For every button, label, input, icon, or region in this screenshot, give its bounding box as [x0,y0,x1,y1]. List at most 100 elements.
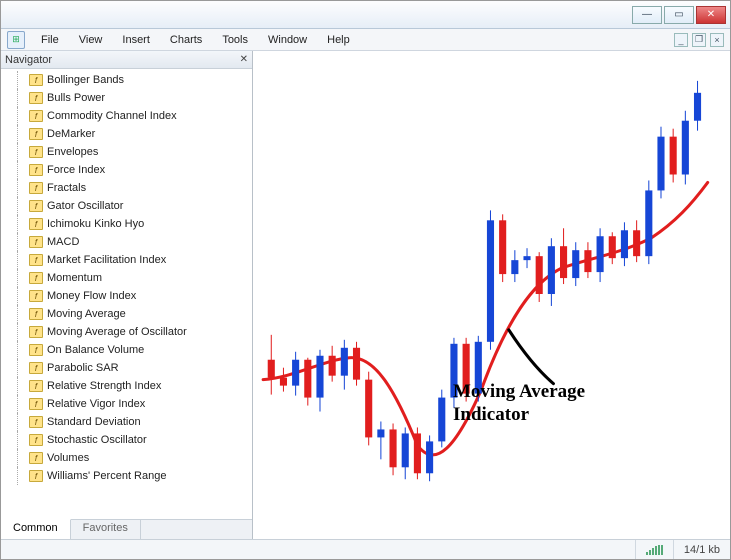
indicator-label: Bulls Power [47,92,105,104]
menu-window[interactable]: Window [258,31,317,49]
indicator-label: On Balance Volume [47,344,144,356]
indicator-item[interactable]: f Parabolic SAR [1,359,252,377]
indicator-item[interactable]: f Moving Average of Oscillator [1,323,252,341]
indicator-icon: f [29,470,43,482]
indicator-label: Market Facilitation Index [47,254,166,266]
indicator-label: Relative Vigor Index [47,398,145,410]
menu-tools[interactable]: Tools [212,31,258,49]
indicator-icon: f [29,290,43,302]
indicator-item[interactable]: f MACD [1,233,252,251]
indicator-icon: f [29,272,43,284]
indicator-icon: f [29,74,43,86]
indicator-label: Williams' Percent Range [47,470,166,482]
app-icon: ⊞ [7,31,25,49]
indicator-label: Force Index [47,164,105,176]
indicator-label: Moving Average [47,308,126,320]
indicator-item[interactable]: f Standard Deviation [1,413,252,431]
indicator-icon: f [29,128,43,140]
indicator-label: MACD [47,236,79,248]
indicator-item[interactable]: f Stochastic Oscillator [1,431,252,449]
indicator-icon: f [29,110,43,122]
indicator-item[interactable]: f Gator Oscillator [1,197,252,215]
navigator-panel: Navigator ✕ fBollinger BandsfBulls Power… [1,51,253,539]
indicator-icon: f [29,182,43,194]
indicator-label: Moving Average of Oscillator [47,326,187,338]
indicator-icon: f [29,452,43,464]
indicator-label: DeMarker [47,128,95,140]
workspace: Navigator ✕ fBollinger BandsfBulls Power… [1,51,730,539]
indicator-item[interactable]: fBulls Power [1,89,252,107]
indicator-icon: f [29,200,43,212]
annotation-line1: Moving Average [453,381,585,404]
navigator-close-icon[interactable]: ✕ [240,54,248,65]
navigator-tabs: Common Favorites [1,519,252,539]
mdi-minimize-button[interactable]: _ [674,33,688,47]
indicator-label: Envelopes [47,146,98,158]
indicator-label: Standard Deviation [47,416,141,428]
indicator-item[interactable]: f On Balance Volume [1,341,252,359]
indicator-icon: f [29,362,43,374]
tab-common[interactable]: Common [1,519,71,539]
chart-area[interactable]: Moving Average Indicator [253,51,730,539]
indicator-item[interactable]: f Relative Vigor Index [1,395,252,413]
candlestick-chart [253,51,730,539]
indicator-item[interactable]: f Volumes [1,449,252,467]
status-kb: 14/1 kb [673,540,730,559]
indicator-label: Ichimoku Kinko Hyo [47,218,144,230]
indicator-label: Fractals [47,182,86,194]
indicator-item[interactable]: f Commodity Channel Index [1,107,252,125]
indicator-item[interactable]: f Market Facilitation Index [1,251,252,269]
indicator-icon: f [29,434,43,446]
connection-bars-icon [635,540,673,559]
navigator-header: Navigator ✕ [1,51,252,69]
indicator-item[interactable]: f Momentum [1,269,252,287]
indicator-item[interactable]: f Moving Average [1,305,252,323]
indicator-item[interactable]: f DeMarker [1,125,252,143]
tab-favorites[interactable]: Favorites [71,519,141,539]
menu-view[interactable]: View [69,31,113,49]
indicator-icon: f [29,254,43,266]
indicator-icon: f [29,398,43,410]
statusbar: 14/1 kb [1,539,730,559]
indicator-icon: f [29,416,43,428]
indicator-icon: f [29,380,43,392]
indicator-item[interactable]: f Williams' Percent Range [1,467,252,485]
mdi-restore-button[interactable]: ❐ [692,33,706,47]
chart-annotation: Moving Average Indicator [453,381,585,427]
indicator-item[interactable]: f Fractals [1,179,252,197]
indicator-icon: f [29,164,43,176]
annotation-line2: Indicator [453,404,585,427]
menu-insert[interactable]: Insert [112,31,160,49]
navigator-list[interactable]: fBollinger BandsfBulls PowerfCommodity C… [1,69,252,519]
mdi-close-button[interactable]: × [710,33,724,47]
indicator-item[interactable]: f Money Flow Index [1,287,252,305]
indicator-label: Bollinger Bands [47,74,124,86]
indicator-label: Momentum [47,272,102,284]
indicator-icon: f [29,218,43,230]
indicator-item[interactable]: f Relative Strength Index [1,377,252,395]
indicator-label: Commodity Channel Index [47,110,177,122]
menu-charts[interactable]: Charts [160,31,212,49]
window-titlebar: — ▭ ✕ [1,1,730,29]
indicator-icon: f [29,344,43,356]
window-minimize-button[interactable]: — [632,6,662,24]
indicator-icon: f [29,236,43,248]
indicator-item[interactable]: f Envelopes [1,143,252,161]
indicator-label: Gator Oscillator [47,200,123,212]
menubar: ⊞ FileViewInsertChartsToolsWindowHelp _ … [1,29,730,51]
window-close-button[interactable]: ✕ [696,6,726,24]
indicator-item[interactable]: f Bollinger Bands [1,71,252,89]
window-maximize-button[interactable]: ▭ [664,6,694,24]
indicator-item[interactable]: f Ichimoku Kinko Hyo [1,215,252,233]
indicator-label: Relative Strength Index [47,380,161,392]
indicator-label: Stochastic Oscillator [47,434,147,446]
indicator-item[interactable]: f Force Index [1,161,252,179]
indicator-label: Parabolic SAR [47,362,119,374]
indicator-icon: f [29,326,43,338]
indicator-label: Money Flow Index [47,290,136,302]
menu-file[interactable]: File [31,31,69,49]
menu-help[interactable]: Help [317,31,360,49]
indicator-label: Volumes [47,452,89,464]
indicator-icon: f [29,146,43,158]
indicator-icon: f [29,308,43,320]
